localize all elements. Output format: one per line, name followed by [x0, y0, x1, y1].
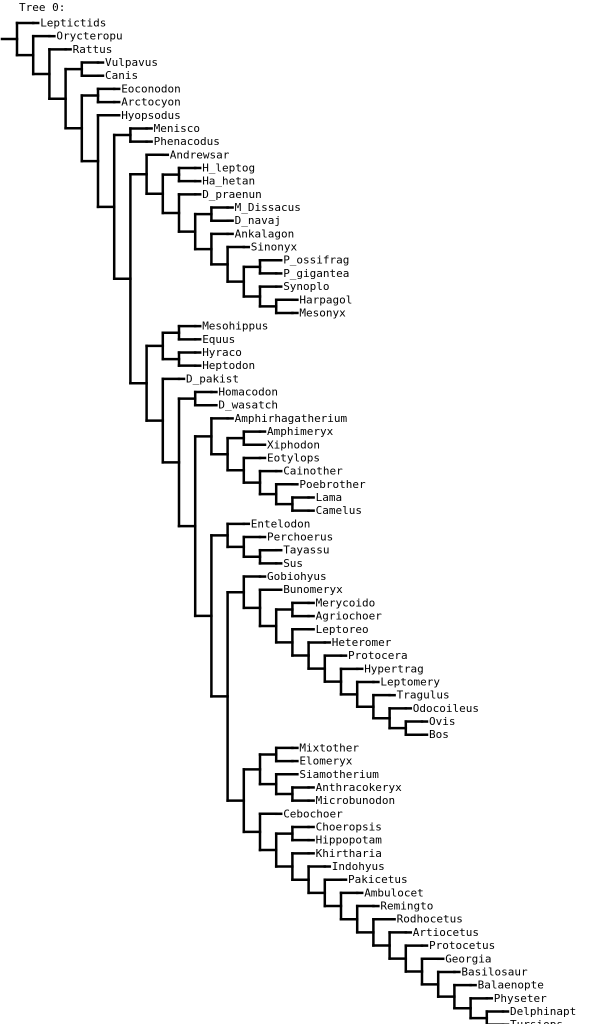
- leaf-label: H_leptog: [202, 161, 255, 174]
- leaf-label: Eoconodon: [121, 82, 181, 95]
- leaf-label: Homacodon: [218, 386, 278, 399]
- leaf-label: Delphinapt: [510, 1005, 576, 1018]
- leaf-label: Choeropsis: [316, 820, 382, 833]
- leaf-label: Poebrother: [299, 478, 366, 491]
- leaf-label: Merycoido: [316, 596, 376, 609]
- leaf-label: Physeter: [494, 992, 547, 1005]
- leaf-label: Phenacodus: [154, 135, 220, 148]
- leaf-label: Perchoerus: [267, 531, 333, 544]
- leaf-label: Heptodon: [202, 359, 255, 372]
- leaf-label: Odocoileus: [413, 702, 479, 715]
- leaf-label: Heteromer: [332, 636, 392, 649]
- leaf-label: Leptoreo: [316, 623, 369, 636]
- leaf-label: Basilosaur: [461, 965, 528, 978]
- leaf-label: Xiphodon: [267, 438, 320, 451]
- leaf-label: Tayassu: [283, 544, 329, 557]
- tree-branches: [0, 21, 510, 1024]
- leaf-label: Camelus: [316, 504, 362, 517]
- leaf-label: Menisco: [154, 122, 200, 135]
- leaf-label: P_gigantea: [283, 267, 349, 280]
- leaf-label: Arctocyon: [121, 96, 181, 109]
- leaf-label: Bos: [429, 728, 449, 741]
- leaf-label: Entelodon: [251, 517, 311, 530]
- leaf-labels: LeptictidsOrycteropuRattusVulpavusCanisE…: [40, 17, 576, 1024]
- leaf-label: Hyopsodus: [121, 109, 181, 122]
- leaf-label: D_navaj: [235, 214, 281, 227]
- leaf-label: Agriochoer: [316, 610, 383, 623]
- leaf-label: Cainother: [283, 465, 343, 478]
- leaf-label: D_wasatch: [218, 399, 278, 412]
- leaf-label: Georgia: [445, 952, 491, 965]
- leaf-label: Khirtharia: [316, 847, 382, 860]
- leaf-label: Artiocetus: [413, 926, 479, 939]
- leaf-label: Vulpavus: [105, 56, 158, 69]
- leaf-label: Ha_hetan: [202, 175, 255, 188]
- leaf-label: Amphimeryx: [267, 425, 334, 438]
- leaf-label: Remingto: [380, 900, 433, 913]
- leaf-label: Leptomery: [380, 676, 440, 689]
- leaf-label: Mesonyx: [299, 306, 346, 319]
- tree-title: Tree 0:: [19, 1, 65, 14]
- leaf-label: Sinonyx: [251, 241, 298, 254]
- leaf-label: Canis: [105, 69, 138, 82]
- leaf-label: D_praenun: [202, 188, 262, 201]
- leaf-label: Tursiops: [510, 1018, 563, 1024]
- leaf-label: Gobiohyus: [267, 570, 327, 583]
- leaf-label: Andrewsar: [170, 148, 230, 161]
- leaf-label: Sus: [283, 557, 303, 570]
- leaf-label: Synoplo: [283, 280, 329, 293]
- leaf-label: Bunomeryx: [283, 583, 343, 596]
- leaf-label: Orycteropu: [56, 30, 122, 43]
- leaf-label: Leptictids: [40, 17, 106, 30]
- leaf-label: D_pakist: [186, 372, 239, 385]
- leaf-label: Rattus: [73, 43, 113, 56]
- leaf-label: Pakicetus: [348, 873, 408, 886]
- leaf-label: Balaenopte: [478, 979, 544, 992]
- leaf-label: Amphirhagatherium: [235, 412, 348, 425]
- leaf-label: Equus: [202, 333, 235, 346]
- leaf-label: Hippopotam: [316, 834, 383, 847]
- leaf-label: Mesohippus: [202, 320, 268, 333]
- leaf-label: Microbunodon: [316, 794, 395, 807]
- leaf-label: Lama: [316, 491, 343, 504]
- leaf-label: Hypertrag: [364, 662, 424, 675]
- leaf-label: Tragulus: [397, 689, 450, 702]
- leaf-label: P_ossifrag: [283, 254, 349, 267]
- leaf-label: Protocera: [348, 649, 408, 662]
- leaf-label: Elomeryx: [299, 755, 352, 768]
- leaf-label: Hyraco: [202, 346, 242, 359]
- leaf-label: Protocetus: [429, 939, 495, 952]
- leaf-label: Mixtother: [299, 741, 359, 754]
- leaf-label: Harpagol: [299, 293, 352, 306]
- leaf-label: Indohyus: [332, 860, 385, 873]
- leaf-label: Ankalagon: [235, 227, 295, 240]
- leaf-label: Eotylops: [267, 451, 320, 464]
- leaf-label: Siamotherium: [299, 768, 379, 781]
- leaf-label: Ambulocet: [364, 886, 424, 899]
- leaf-label: Rodhocetus: [397, 913, 463, 926]
- leaf-label: Ovis: [429, 715, 456, 728]
- leaf-label: Cebochoer: [283, 807, 343, 820]
- leaf-label: Anthracokeryx: [316, 781, 402, 794]
- leaf-label: M_Dissacus: [235, 201, 301, 214]
